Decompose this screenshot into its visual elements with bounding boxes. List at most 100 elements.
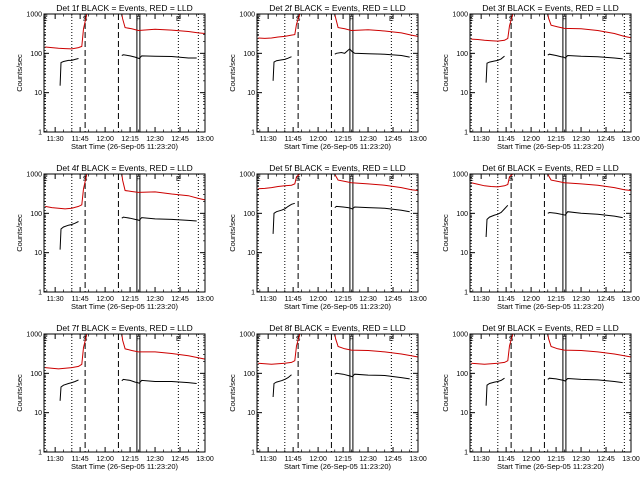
y-tick-label: 100 [30, 211, 42, 218]
y-axis-label: Counts/sec [441, 54, 450, 92]
marker-label: F [562, 336, 566, 343]
series-line [547, 211, 623, 219]
y-axis-label: Counts/sec [441, 374, 450, 412]
x-tick-label: 12:15 [547, 456, 565, 463]
y-tick-label: 1000 [239, 12, 255, 19]
y-tick-label: 1 [251, 130, 255, 137]
x-tick-label: 12:15 [121, 456, 139, 463]
series-line [547, 13, 632, 39]
y-tick-label: 100 [456, 211, 468, 218]
y-axis-label: Counts/sec [228, 374, 237, 412]
series-line [59, 58, 79, 86]
chart-title: Det 5f BLACK = Events, RED = LLD [269, 163, 406, 173]
series-line [547, 333, 632, 358]
chart-title: Det 8f BLACK = Events, RED = LLD [269, 323, 406, 333]
x-tick-label: 12:45 [171, 456, 189, 463]
y-tick-label: 1000 [452, 332, 468, 339]
series-line [334, 372, 410, 380]
x-tick-label: 12:00 [309, 456, 327, 463]
marker-label: E [176, 176, 181, 183]
x-tick-label: 12:45 [171, 296, 189, 303]
y-tick-label: 1000 [239, 332, 255, 339]
x-tick-label: 12:00 [96, 136, 114, 143]
y-tick-label: 1000 [239, 172, 255, 179]
x-tick-label: 13:00 [622, 456, 640, 463]
y-axis-label: Counts/sec [228, 214, 237, 252]
marker-label: E [469, 176, 474, 183]
y-axis-label: Counts/sec [15, 374, 24, 412]
series-line [121, 173, 206, 201]
y-tick-label: 1 [464, 450, 468, 457]
marker-label: E [256, 336, 261, 343]
x-tick-label: 11:30 [473, 296, 490, 303]
marker-label: E [176, 16, 181, 23]
y-tick-label: 1 [38, 450, 42, 457]
x-tick-label: 11:30 [47, 136, 64, 143]
series-line [334, 333, 419, 358]
series-line [471, 13, 515, 42]
y-tick-label: 10 [34, 410, 42, 417]
marker-label: F [349, 176, 353, 183]
y-tick-label: 100 [243, 51, 255, 58]
marker-label: F [136, 16, 140, 23]
chart-title: Det 3f BLACK = Events, RED = LLD [482, 3, 619, 13]
chart-title: Det 4f BLACK = Events, RED = LLD [56, 163, 193, 173]
series-line [121, 54, 197, 60]
series-line [471, 333, 515, 365]
y-tick-label: 100 [30, 51, 42, 58]
x-axis-label: Start Time (26-Sep-05 11:23:20) [71, 462, 179, 471]
x-tick-label: 12:15 [334, 296, 352, 303]
chart-title: Det 7f BLACK = Events, RED = LLD [56, 323, 193, 333]
y-tick-label: 100 [30, 371, 42, 378]
y-tick-label: 1 [251, 290, 255, 297]
x-tick-label: 11:45 [498, 136, 515, 143]
series-line [258, 173, 302, 190]
y-tick-label: 1 [38, 130, 42, 137]
marker-label: E [256, 16, 261, 23]
x-tick-label: 13:00 [196, 136, 214, 143]
x-tick-label: 12:15 [121, 296, 139, 303]
x-tick-label: 13:00 [409, 136, 427, 143]
series-line [272, 56, 292, 81]
x-tick-label: 12:15 [547, 296, 565, 303]
marker-label: E [256, 176, 261, 183]
x-tick-label: 12:00 [522, 136, 540, 143]
plot-frame [43, 173, 206, 293]
x-tick-label: 13:00 [622, 296, 640, 303]
x-axis-label: Start Time (26-Sep-05 11:23:20) [284, 462, 392, 471]
x-tick-label: 13:00 [196, 296, 214, 303]
plot-frame [43, 333, 206, 453]
marker-label: S [509, 176, 514, 183]
series-line [121, 13, 206, 34]
x-axis-label: Start Time (26-Sep-05 11:23:20) [71, 142, 179, 151]
series-line [59, 221, 79, 250]
series-line [272, 374, 292, 398]
series-line [121, 216, 197, 222]
y-tick-label: 100 [243, 371, 255, 378]
marker-label: E [602, 176, 607, 183]
series-line [471, 173, 515, 188]
series-line [45, 333, 89, 370]
series-line [258, 13, 302, 39]
series-line [258, 333, 302, 365]
x-tick-label: 11:45 [285, 456, 302, 463]
x-axis-label: Start Time (26-Sep-05 11:23:20) [497, 142, 605, 151]
x-tick-label: 11:30 [47, 456, 64, 463]
y-tick-label: 10 [247, 90, 255, 97]
y-tick-label: 1000 [452, 12, 468, 19]
x-tick-label: 11:45 [72, 136, 89, 143]
plot-frame [469, 13, 632, 133]
x-tick-label: 12:00 [309, 136, 327, 143]
series-line [485, 377, 505, 406]
x-tick-label: 12:45 [384, 456, 402, 463]
marker-label: E [389, 336, 394, 343]
x-axis-label: Start Time (26-Sep-05 11:23:20) [284, 302, 392, 311]
x-tick-label: 12:30 [359, 136, 377, 143]
x-tick-label: 11:30 [260, 296, 277, 303]
y-tick-label: 10 [460, 250, 468, 257]
series-line [272, 202, 295, 234]
marker-label: F [562, 16, 566, 23]
y-tick-label: 100 [243, 211, 255, 218]
